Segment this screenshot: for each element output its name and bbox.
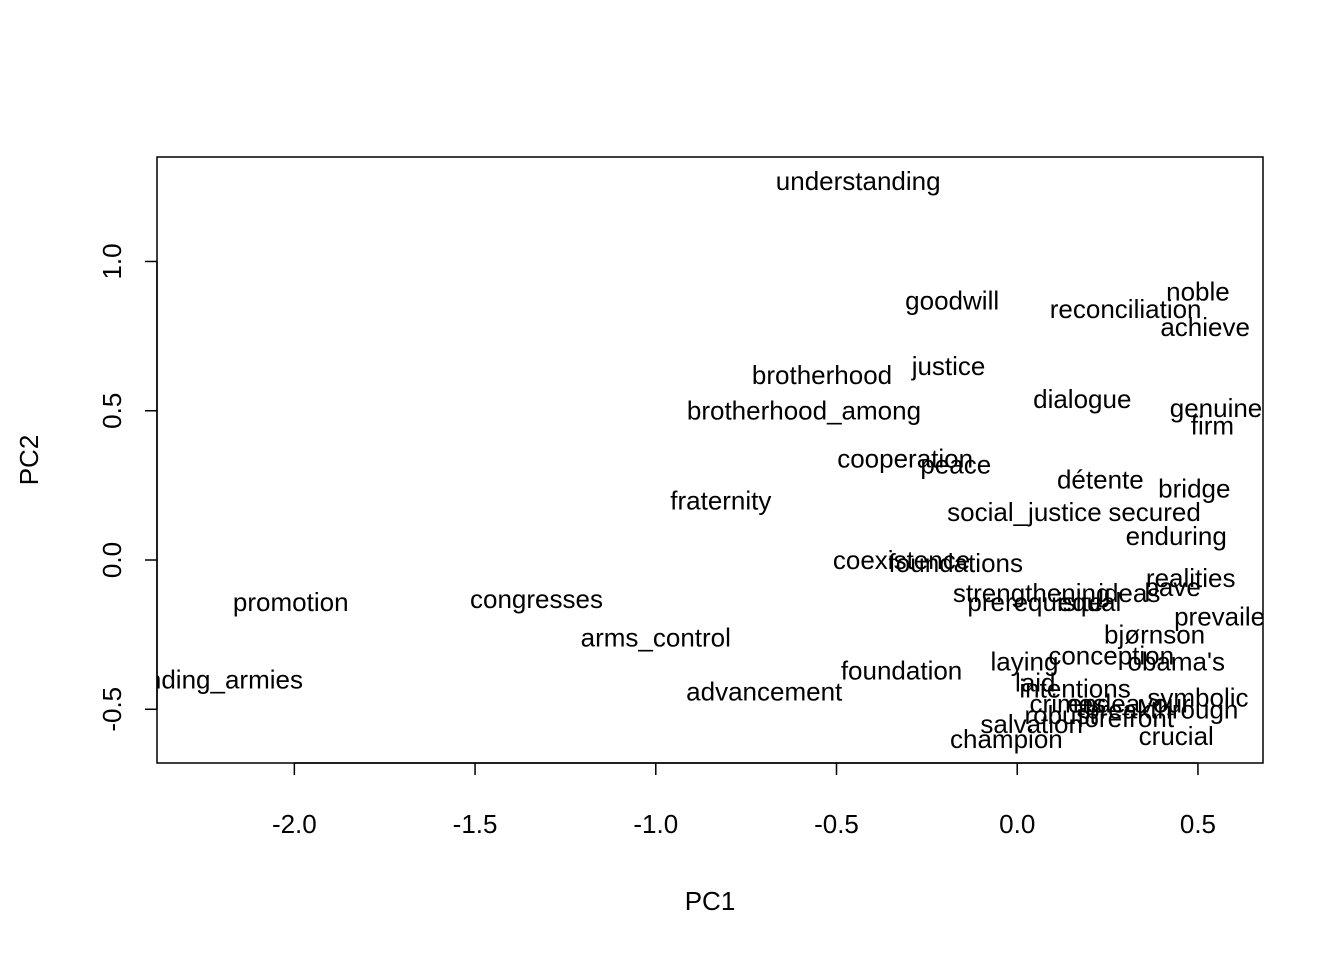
word-label: goodwill	[905, 285, 999, 315]
word-label: equal	[1058, 587, 1122, 617]
x-axis: -2.0 -1.5 -1.0 -0.5 0.0 0.5	[272, 762, 1216, 839]
word-label: crimes	[1030, 688, 1107, 718]
word-label: strengthening	[953, 578, 1111, 608]
word-label: fraternity	[670, 485, 771, 515]
word-label: bridge	[1158, 473, 1230, 503]
word-labels: understanding goodwill reconciliationnoble…	[112, 166, 1280, 754]
y-tick-label: 1.0	[97, 243, 127, 279]
word-label: salvation	[980, 709, 1083, 739]
word-label: realities	[1146, 563, 1236, 593]
word-label: crucial	[1139, 721, 1214, 751]
word-label: peace	[920, 449, 991, 479]
y-tick-label: -0.5	[97, 687, 127, 732]
x-tick-label: -0.5	[814, 809, 859, 839]
word-label: brotherhood	[752, 360, 892, 390]
word-label: social_justice	[947, 497, 1102, 527]
word-label: bjørnson	[1104, 620, 1205, 650]
word-label: détente	[1057, 464, 1144, 494]
word-label: advancement	[686, 676, 843, 706]
word-label: coexistence	[833, 545, 970, 575]
word-label: prevailed	[1174, 602, 1280, 632]
word-label: dialogue	[1033, 384, 1131, 414]
x-tick-label: 0.0	[999, 809, 1035, 839]
word-label: understanding	[776, 166, 941, 196]
word-label: achieve	[1160, 312, 1250, 342]
word-label: foundations	[889, 548, 1023, 578]
word-label: symbolic	[1147, 682, 1248, 712]
word-label: arms_control	[581, 623, 731, 653]
word-label: reconciliation	[1050, 294, 1202, 324]
word-label: forefront	[1077, 703, 1175, 733]
word-label: endeavour	[1068, 688, 1191, 718]
word-label: ideas	[1098, 578, 1160, 608]
word-label: laid	[1015, 667, 1055, 697]
word-label: firm	[1191, 411, 1234, 441]
x-tick-label: -2.0	[272, 809, 317, 839]
word-label: conception	[1048, 641, 1174, 671]
y-axis-label: PC2	[14, 435, 44, 486]
word-label: champion	[950, 724, 1063, 754]
word-label: prerequisite	[967, 587, 1103, 617]
plot-frame	[156, 156, 1264, 764]
word-label: secured	[1108, 497, 1201, 527]
word-label: genuine	[1170, 393, 1263, 423]
word-label: standing_armies	[112, 664, 303, 694]
word-label: justice	[911, 351, 986, 381]
word-label: obama's	[1128, 647, 1225, 677]
word-label: noble	[1166, 276, 1230, 306]
word-label: congresses	[470, 584, 603, 614]
word-label: promotion	[233, 587, 349, 617]
x-tick-label: -1.0	[633, 809, 678, 839]
word-label: laying	[990, 647, 1058, 677]
y-tick-label: 0.0	[97, 542, 127, 578]
word-label: enduring	[1126, 521, 1227, 551]
word-label: robust	[1024, 700, 1097, 730]
word-label: breakthrough	[1085, 694, 1238, 724]
x-tick-label: 0.5	[1180, 809, 1216, 839]
y-axis: -0.5 0.0 0.5 1.0	[97, 243, 158, 732]
x-axis-label: PC1	[685, 886, 736, 916]
word-label: pave	[1144, 572, 1200, 602]
word-label: brotherhood_among	[687, 396, 921, 426]
y-tick-label: 0.5	[97, 393, 127, 429]
word-label: cooperation	[837, 444, 973, 474]
word-label: foundation	[841, 655, 962, 685]
x-tick-label: -1.5	[453, 809, 498, 839]
word-label: intentions	[1019, 673, 1130, 703]
